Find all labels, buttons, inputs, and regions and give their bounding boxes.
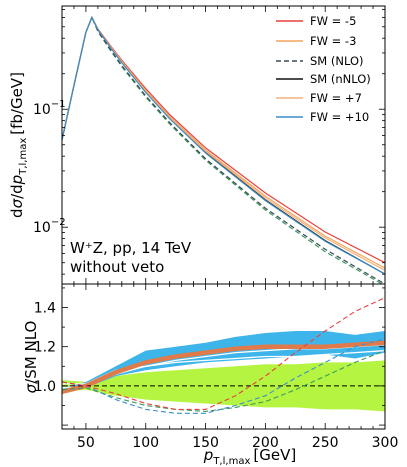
bottom-y-tick-label-0: 1.0 [34,379,56,395]
annotation-process: W⁺Z, pp, 14 TeV [70,239,192,257]
bottom-y-axis-label: σ/SM NLO [22,321,40,394]
bottom-y-ticks: 1.0 1.2 1.4 [34,287,385,426]
legend-label-fw-minus-5: FW = -5 [310,14,356,28]
legend-label-fw-plus-7: FW = +7 [310,91,362,105]
legend: FW = -5 FW = -3 SM (NLO) SM (nNLO) FW = … [276,14,371,124]
top-y-tick-label-0: 10−1 [33,99,66,118]
central-ratio-line [62,340,385,395]
top-series-line-5 [62,15,385,275]
x-tick-label-2: 150 [192,435,219,451]
x-tick-label-3: 200 [252,435,279,451]
blue-dashed-ratio-line [62,338,385,414]
legend-label-sm-nnlo: SM (nNLO) [310,72,371,86]
x-tick-label-1: 100 [132,435,159,451]
top-extra-dashed-line-0 [62,15,384,284]
red-dashed-ratio-line [62,297,385,410]
top-plot-area [62,15,385,284]
x-tick-label-5: 300 [372,435,399,451]
x-axis-label: pT,l,max [GeV] [203,446,296,467]
bottom-y-tick-label-1: 1.2 [34,340,56,356]
top-y-tick-label-1: 10−2 [33,217,66,236]
bottom-panel-frame [61,283,386,430]
top-y-axis-label: dσ/dpT,l,max[fb/GeV] [8,72,29,218]
legend-label-sm-nlo: SM (NLO) [310,54,364,68]
bottom-y-tick-label-2: 1.4 [34,301,56,317]
bottom-panel: 1.0 1.2 1.4 σ/SM NLO [22,283,386,430]
x-axis-ticks: 50 100 150 200 250 300 [73,6,399,451]
top-series-line-2 [62,15,385,284]
legend-label-fw-minus-3: FW = -3 [310,34,356,48]
legend-label-fw-plus-10: FW = +10 [310,110,369,124]
annotation-veto: without veto [70,258,164,276]
x-tick-label-4: 250 [312,435,339,451]
top-y-ticks: 10−1 10−2 [33,9,385,275]
top-panel: 10−1 10−2 FW = -5 FW = -3 SM (NLO) SM (nN… [8,5,386,285]
x-tick-label-0: 50 [77,435,95,451]
bottom-plot-area [62,297,385,414]
